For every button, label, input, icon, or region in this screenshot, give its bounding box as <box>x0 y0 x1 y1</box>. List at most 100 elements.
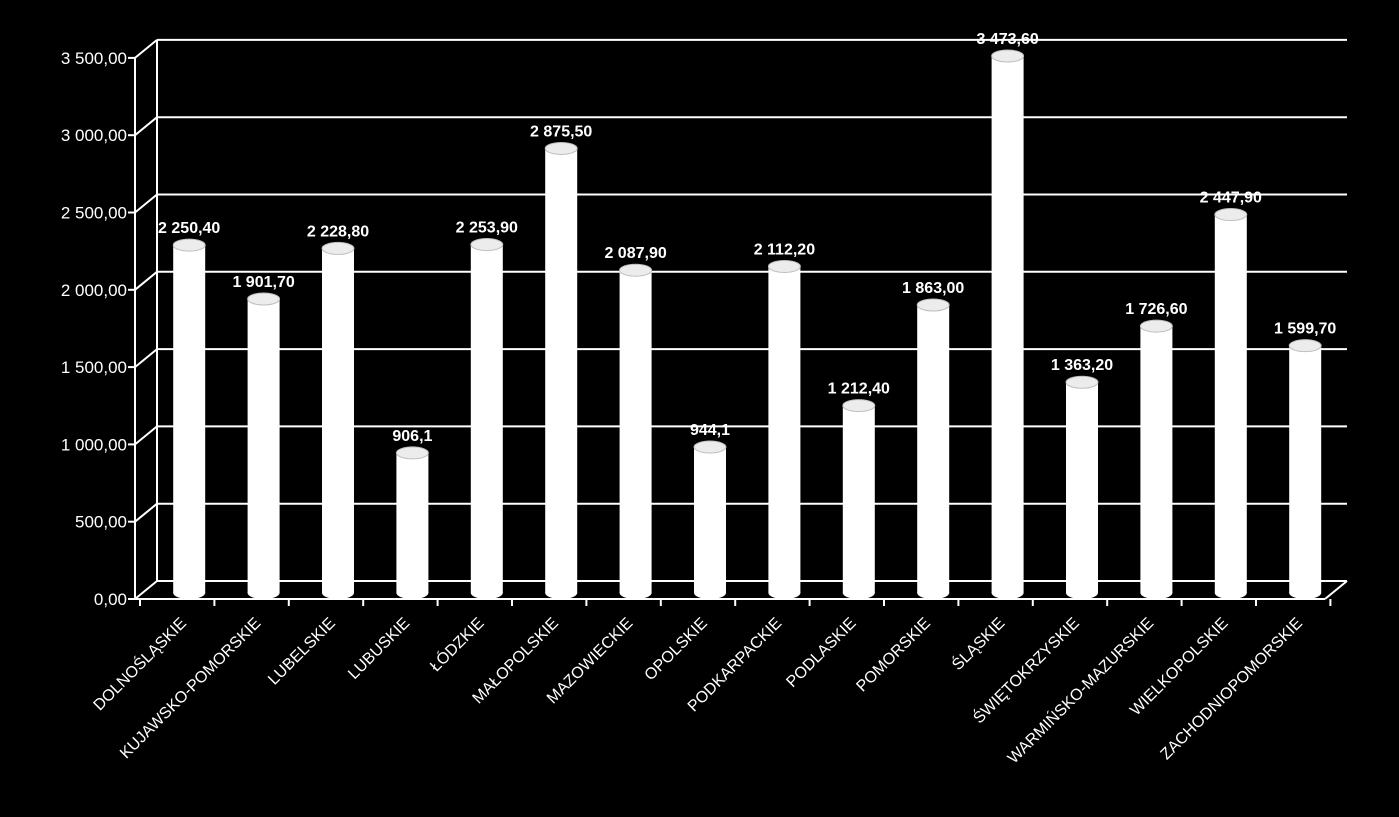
data-label: 2 250,40 <box>158 220 220 237</box>
bar-base <box>1066 587 1098 599</box>
data-label: 1 363,20 <box>1051 357 1113 374</box>
y-tick-label: 0,00 <box>94 590 127 609</box>
bar-body <box>768 266 801 593</box>
bar-base <box>545 587 578 599</box>
bar <box>619 263 653 599</box>
data-label: 2 087,90 <box>604 245 666 262</box>
bars <box>172 49 1322 599</box>
bar-base <box>470 587 503 599</box>
bar-top <box>842 399 876 413</box>
bar-body <box>1066 382 1098 593</box>
y-axis-ticks: 0,00 500,00 1 000,00 1 500,00 2 000,00 2 500,… <box>61 49 127 609</box>
data-labels: 2 250,40 1 901,70 2 228,80 906,1 2 253,90 2 8… <box>158 31 1336 445</box>
data-label: 1 212,40 <box>828 381 890 398</box>
bar-body <box>991 55 1024 593</box>
bar-base <box>619 587 652 599</box>
bar-body <box>1140 326 1173 593</box>
x-tick-label: OPOLSKIE <box>642 615 711 684</box>
bar <box>172 238 206 599</box>
bar <box>916 298 950 599</box>
bar <box>1214 208 1248 599</box>
bar-body <box>470 244 503 593</box>
bar <box>395 446 429 599</box>
bar-base <box>173 587 206 599</box>
bar <box>767 259 801 599</box>
bar-top <box>991 49 1025 63</box>
data-label: 1 599,70 <box>1274 321 1336 338</box>
bar-base <box>694 587 726 599</box>
bar <box>321 241 355 599</box>
bar-body <box>1214 214 1247 593</box>
bar-body <box>247 298 280 593</box>
bar-top <box>470 238 504 252</box>
bar-base <box>1214 587 1247 599</box>
data-label: 2 253,90 <box>456 220 518 237</box>
bar-body <box>173 245 206 593</box>
bar-top <box>395 446 429 460</box>
bar-top <box>1214 208 1248 222</box>
grid-lines <box>128 38 1348 606</box>
data-label: 944,1 <box>690 422 730 439</box>
y-tick-label: 3 500,00 <box>61 49 127 68</box>
data-label: 3 473,60 <box>976 31 1038 48</box>
data-label: 906,1 <box>392 428 432 445</box>
x-tick-label: ŁÓDZKIE <box>426 613 488 675</box>
x-tick-label: PODLASKIE <box>783 615 859 691</box>
bar-body <box>322 248 354 593</box>
bar-base <box>917 587 950 599</box>
bar-top <box>247 292 281 306</box>
data-label: 2 875,50 <box>530 123 592 140</box>
bar-base <box>396 587 429 599</box>
bar-base <box>991 587 1024 599</box>
y-tick-label: 500,00 <box>75 513 127 532</box>
bar <box>1288 339 1322 599</box>
grid-depth-line <box>134 348 158 368</box>
data-label: 2 112,20 <box>754 241 816 258</box>
bar-top <box>1139 319 1173 333</box>
bar-base <box>322 587 354 599</box>
bar-body <box>545 148 578 593</box>
y-tick-label: 3 000,00 <box>61 126 127 145</box>
bar <box>470 238 504 599</box>
bar-top <box>1065 375 1099 389</box>
bar-base <box>1140 587 1173 599</box>
y-tick-label: 1 500,00 <box>61 358 127 377</box>
bar-base <box>247 587 280 599</box>
x-tick-label: WARMIŃSKO-MAZURSKIE <box>1003 613 1157 767</box>
bar-body <box>917 304 950 593</box>
bar-base <box>842 587 875 599</box>
bar-top <box>544 141 578 155</box>
bar-top <box>1288 339 1322 353</box>
x-tick-label: ZACHODNIOPOMORSKIE <box>1158 615 1306 763</box>
x-tick-label: LUBELSKIE <box>265 615 339 689</box>
x-tick-label: KUJAWSKO-POMORSKIE <box>117 615 264 762</box>
bar-top <box>321 241 355 255</box>
y-tick-label: 2 500,00 <box>61 204 127 223</box>
grid-depth-line <box>134 271 158 291</box>
grid-depth-line <box>134 502 158 523</box>
data-label: 1 726,60 <box>1125 301 1187 318</box>
bar <box>991 49 1025 599</box>
bar-top <box>172 238 206 252</box>
bar-top <box>693 440 727 454</box>
bar-body <box>1289 345 1322 593</box>
bar-base <box>1289 587 1322 599</box>
data-label: 2 228,80 <box>307 223 369 240</box>
x-tick-label: LUBUSKIE <box>345 615 413 683</box>
bar-body <box>396 452 429 593</box>
data-label: 1 863,00 <box>902 280 964 297</box>
data-label: 1 901,70 <box>232 274 294 291</box>
grid-depth-line <box>134 193 158 214</box>
bar-body <box>619 270 652 593</box>
grid-depth-line <box>134 580 158 600</box>
y-tick-label: 2 000,00 <box>61 281 127 300</box>
bar <box>544 141 578 599</box>
bar-body <box>694 447 726 593</box>
data-label: 2 447,90 <box>1200 190 1262 207</box>
bar <box>1065 375 1099 599</box>
grid-depth-line <box>134 39 158 59</box>
bar-body <box>842 405 875 593</box>
bar <box>693 440 727 599</box>
